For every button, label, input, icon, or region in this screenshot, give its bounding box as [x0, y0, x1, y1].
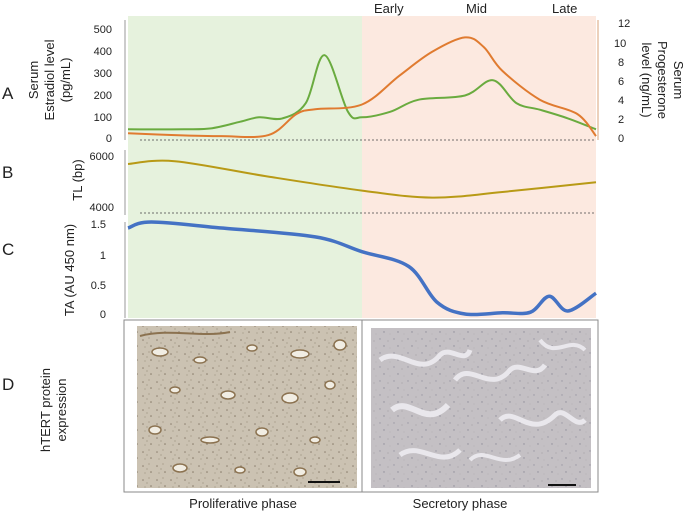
ta-tick: 1.5: [91, 219, 106, 231]
proliferative-phase-background: [128, 16, 362, 318]
phase-label-early: Early: [374, 1, 404, 16]
estradiol-series-line: [127, 54, 597, 131]
secretory-histology-image: [371, 328, 591, 488]
telomerase-activity-series-line: [127, 220, 598, 317]
progesterone-tick: 8: [618, 57, 624, 69]
htert-axis-title: hTERT protein expression: [38, 368, 69, 452]
progesterone-tick: 10: [614, 38, 626, 50]
progesterone-axis-title: Serum Progesterone level (ng/mL): [639, 41, 686, 119]
ta-tick: 1: [100, 250, 106, 262]
ta-axis-title: TA (AU 450 nm): [62, 224, 77, 316]
ta-tick: 0: [100, 309, 106, 321]
panel-letter-b: B: [2, 163, 13, 182]
htert-axis-title-line1: hTERT protein: [38, 368, 53, 452]
panel-letter-a: A: [2, 84, 14, 103]
estradiol-tick: 100: [94, 112, 112, 124]
estradiol-axis-title: Serum Estradiol level (pg/mL): [26, 39, 73, 120]
ta-axis-title-text: TA (AU 450 nm): [62, 224, 77, 316]
telomere-length-series-line: [127, 159, 597, 199]
proliferative-phase-caption: Proliferative phase: [189, 496, 297, 511]
tl-axis-title-text: TL (bp): [70, 159, 85, 200]
estradiol-axis-title-line2: Estradiol level: [42, 39, 57, 120]
secretory-phase-background: [362, 16, 596, 318]
progesterone-axis-title-line3: level (ng/mL): [639, 42, 654, 117]
estradiol-tick: 400: [94, 46, 112, 58]
progesterone-tick: 0: [618, 133, 624, 145]
progesterone-tick: 6: [618, 76, 624, 88]
estradiol-tick: 200: [94, 90, 112, 102]
tl-axis-title: TL (bp): [70, 159, 85, 200]
phase-label-mid: Mid: [466, 1, 487, 16]
htert-axis-title-line2: expression: [54, 379, 69, 442]
panel-letter-c: C: [2, 240, 14, 259]
estradiol-axis-title-line1: Serum: [26, 61, 41, 99]
progesterone-tick: 12: [618, 18, 630, 30]
progesterone-series-line: [127, 36, 597, 139]
progesterone-tick: 4: [618, 95, 624, 107]
tl-tick: 6000: [90, 151, 114, 163]
ta-tick: 0.5: [91, 280, 106, 292]
panel-d-frame: [123, 319, 599, 493]
progesterone-tick: 2: [618, 114, 624, 126]
phase-label-late: Late: [552, 1, 577, 16]
progesterone-axis-title-line1: Serum: [671, 61, 686, 99]
progesterone-axis-title-line2: Progesterone: [655, 41, 670, 119]
estradiol-tick: 300: [94, 68, 112, 80]
secretory-phase-caption: Secretory phase: [413, 496, 508, 511]
tl-tick: 4000: [90, 202, 114, 214]
estradiol-axis-title-line3: (pg/mL): [58, 58, 73, 103]
estradiol-tick: 500: [94, 24, 112, 36]
proliferative-histology-image: [137, 326, 357, 488]
estradiol-tick: 0: [106, 133, 112, 145]
panel-letter-d: D: [2, 375, 14, 394]
